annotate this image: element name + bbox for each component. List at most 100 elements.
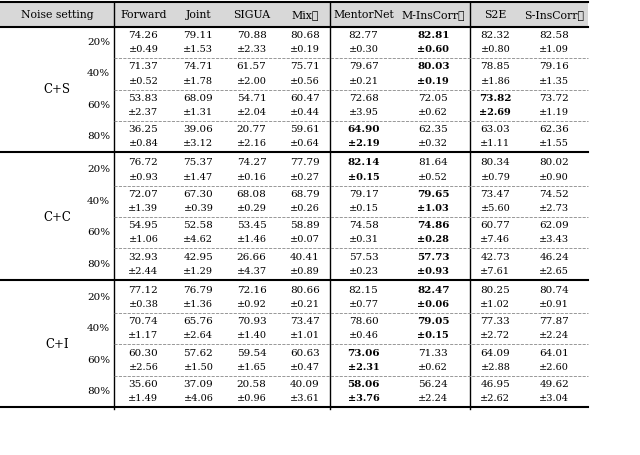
Text: 80.68: 80.68 — [290, 31, 319, 40]
Text: ±2.60: ±2.60 — [540, 363, 569, 372]
Text: 82.15: 82.15 — [349, 286, 378, 295]
Text: 60.77: 60.77 — [481, 221, 510, 230]
Text: 80.34: 80.34 — [481, 158, 510, 167]
Text: 20%: 20% — [87, 166, 110, 174]
Text: ±2.00: ±2.00 — [237, 76, 266, 86]
Text: ±0.32: ±0.32 — [419, 139, 448, 148]
Text: ±2.04: ±2.04 — [237, 108, 266, 117]
Text: 82.47: 82.47 — [417, 286, 449, 295]
Text: 78.60: 78.60 — [349, 317, 378, 326]
Text: ±0.21: ±0.21 — [290, 300, 319, 309]
Text: ±0.62: ±0.62 — [419, 108, 448, 117]
Text: ±1.40: ±1.40 — [237, 331, 266, 340]
Text: ±5.60: ±5.60 — [481, 204, 510, 213]
Text: 40.09: 40.09 — [290, 380, 319, 389]
Text: ±2.44: ±2.44 — [128, 267, 159, 276]
Text: C+S: C+S — [44, 83, 70, 96]
Text: 71.37: 71.37 — [129, 62, 158, 71]
Text: 68.79: 68.79 — [290, 190, 319, 199]
Text: 70.74: 70.74 — [129, 317, 158, 326]
Text: MentorNet: MentorNet — [333, 10, 394, 20]
Text: ±1.06: ±1.06 — [129, 235, 158, 244]
Text: 80%: 80% — [87, 387, 110, 396]
Text: 20.77: 20.77 — [237, 125, 266, 134]
Text: 70.93: 70.93 — [237, 317, 266, 326]
Text: 61.57: 61.57 — [237, 62, 266, 71]
Text: ±2.73: ±2.73 — [539, 204, 570, 213]
Text: 79.05: 79.05 — [417, 317, 449, 326]
Text: 80%: 80% — [87, 260, 110, 268]
Text: ±0.49: ±0.49 — [129, 45, 158, 54]
Text: 62.35: 62.35 — [419, 125, 448, 134]
Text: 74.86: 74.86 — [417, 221, 449, 230]
Text: 68.09: 68.09 — [184, 94, 213, 103]
Text: 80%: 80% — [87, 132, 110, 141]
Text: 20%: 20% — [87, 38, 110, 47]
Text: 57.73: 57.73 — [417, 253, 449, 262]
Text: 40%: 40% — [87, 70, 110, 78]
Text: ±1.46: ±1.46 — [237, 235, 266, 244]
Text: 60%: 60% — [87, 228, 110, 237]
Text: 60%: 60% — [87, 101, 110, 110]
Text: ±2.16: ±2.16 — [237, 139, 266, 148]
Text: 68.08: 68.08 — [237, 190, 266, 199]
Text: ±0.84: ±0.84 — [129, 139, 158, 148]
Text: ±2.65: ±2.65 — [540, 267, 569, 276]
Text: ±2.19: ±2.19 — [348, 139, 380, 148]
Text: ±1.09: ±1.09 — [540, 45, 569, 54]
Text: 79.17: 79.17 — [349, 190, 378, 199]
Text: ±1.65: ±1.65 — [237, 363, 266, 372]
Text: ±1.17: ±1.17 — [128, 331, 159, 340]
Text: 80.74: 80.74 — [540, 286, 569, 295]
Text: C+C: C+C — [43, 211, 71, 223]
Text: 73.72: 73.72 — [540, 94, 569, 103]
Text: 80.25: 80.25 — [481, 286, 510, 295]
Text: 49.62: 49.62 — [540, 380, 569, 389]
Text: 77.33: 77.33 — [481, 317, 510, 326]
Text: Forward: Forward — [120, 10, 166, 20]
Text: 73.47: 73.47 — [290, 317, 319, 326]
Text: 79.65: 79.65 — [417, 190, 449, 199]
Text: ±3.12: ±3.12 — [183, 139, 214, 148]
Text: 82.77: 82.77 — [349, 31, 378, 40]
Text: 67.30: 67.30 — [184, 190, 213, 199]
Text: 74.58: 74.58 — [349, 221, 378, 230]
Text: ±1.53: ±1.53 — [184, 45, 213, 54]
Text: ±1.31: ±1.31 — [183, 108, 214, 117]
Text: 52.58: 52.58 — [184, 221, 213, 230]
Text: ±0.16: ±0.16 — [237, 172, 266, 182]
Text: 60.63: 60.63 — [290, 349, 319, 358]
Text: ±0.60: ±0.60 — [417, 45, 449, 54]
Text: 54.71: 54.71 — [237, 94, 266, 103]
Text: C+I: C+I — [45, 338, 68, 351]
Text: 40%: 40% — [87, 324, 110, 333]
Text: ±2.37: ±2.37 — [128, 108, 159, 117]
Text: 59.54: 59.54 — [237, 349, 266, 358]
Text: S-InsCorr★: S-InsCorr★ — [524, 10, 584, 20]
Text: 82.14: 82.14 — [348, 158, 380, 167]
Text: ±0.52: ±0.52 — [419, 172, 448, 182]
Text: ±0.47: ±0.47 — [290, 363, 319, 372]
Text: 72.07: 72.07 — [129, 190, 158, 199]
Text: ±0.26: ±0.26 — [290, 204, 319, 213]
Text: 64.90: 64.90 — [348, 125, 380, 134]
Text: ±0.93: ±0.93 — [129, 172, 158, 182]
Text: 20%: 20% — [87, 293, 110, 302]
Text: ±0.15: ±0.15 — [349, 204, 378, 213]
Text: ±1.19: ±1.19 — [540, 108, 569, 117]
Text: ±2.62: ±2.62 — [481, 394, 510, 403]
Text: ±0.07: ±0.07 — [290, 235, 319, 244]
Text: ±0.77: ±0.77 — [349, 300, 378, 309]
Text: ±0.46: ±0.46 — [349, 331, 378, 340]
Text: Noise setting: Noise setting — [20, 10, 93, 20]
Text: ±1.78: ±1.78 — [184, 76, 213, 86]
Text: ±0.19: ±0.19 — [290, 45, 319, 54]
Text: 57.53: 57.53 — [349, 253, 378, 262]
Text: 82.32: 82.32 — [481, 31, 510, 40]
Text: ±0.39: ±0.39 — [184, 204, 213, 213]
Text: 79.67: 79.67 — [349, 62, 378, 71]
Text: 80.02: 80.02 — [540, 158, 569, 167]
Text: ±1.49: ±1.49 — [129, 394, 158, 403]
Text: 46.24: 46.24 — [540, 253, 569, 262]
Text: ±1.35: ±1.35 — [540, 76, 569, 86]
